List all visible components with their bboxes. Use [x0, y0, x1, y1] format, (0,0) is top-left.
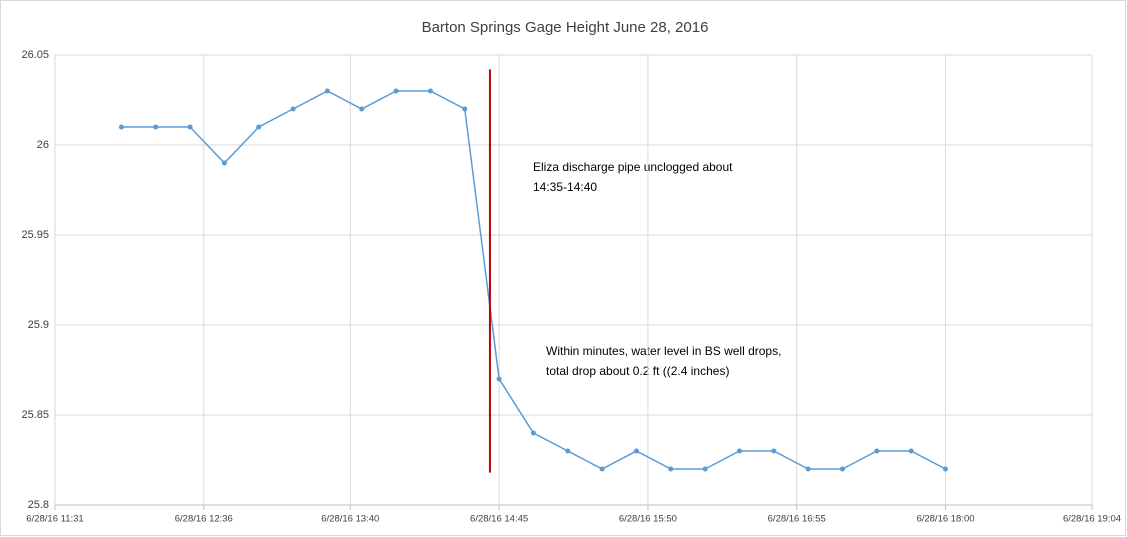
data-point — [805, 466, 811, 472]
y-tick-label: 25.8 — [28, 499, 49, 511]
data-point — [290, 106, 296, 112]
data-point — [668, 466, 674, 472]
data-point — [839, 466, 845, 472]
annotation-line: Within minutes, water level in BS well d… — [546, 344, 781, 358]
data-point — [462, 106, 468, 112]
x-tick-label: 6/28/16 16:55 — [768, 514, 826, 525]
data-point — [702, 466, 708, 472]
x-tick-label: 6/28/16 15:50 — [619, 514, 677, 525]
data-point — [496, 376, 502, 382]
x-tick-label: 6/28/16 11:31 — [26, 514, 83, 525]
chart-title: Barton Springs Gage Height June 28, 2016 — [422, 19, 709, 36]
x-tick-label: 6/28/16 12:36 — [175, 514, 233, 525]
y-tick-label: 25.9 — [28, 319, 49, 331]
x-tick-label: 6/28/16 18:00 — [916, 514, 974, 525]
data-point — [153, 124, 159, 130]
data-point — [256, 124, 262, 130]
data-point — [908, 448, 914, 454]
annotation-line: total drop about 0.2 ft ((2.4 inches) — [546, 364, 729, 378]
data-point — [736, 448, 742, 454]
data-point — [187, 124, 193, 130]
annotation-line: Eliza discharge pipe unclogged about — [533, 160, 733, 174]
data-point — [633, 448, 639, 454]
data-point — [221, 160, 227, 166]
data-point — [324, 88, 330, 94]
data-point — [599, 466, 605, 472]
y-tick-label: 25.95 — [21, 229, 49, 241]
annotation-line: 14:35-14:40 — [533, 180, 597, 194]
x-tick-label: 6/28/16 19:04 — [1063, 514, 1121, 525]
x-tick-label: 6/28/16 14:45 — [470, 514, 528, 525]
data-point — [942, 466, 948, 472]
data-point — [530, 430, 536, 436]
data-point — [359, 106, 365, 112]
x-tick-label: 6/28/16 13:40 — [321, 514, 379, 525]
data-point — [771, 448, 777, 454]
data-point — [393, 88, 399, 94]
data-point — [565, 448, 571, 454]
data-point — [874, 448, 880, 454]
y-tick-label: 26 — [37, 139, 49, 151]
data-point — [427, 88, 433, 94]
data-point — [118, 124, 124, 130]
y-tick-label: 25.85 — [21, 409, 49, 421]
y-tick-label: 26.05 — [21, 49, 49, 61]
